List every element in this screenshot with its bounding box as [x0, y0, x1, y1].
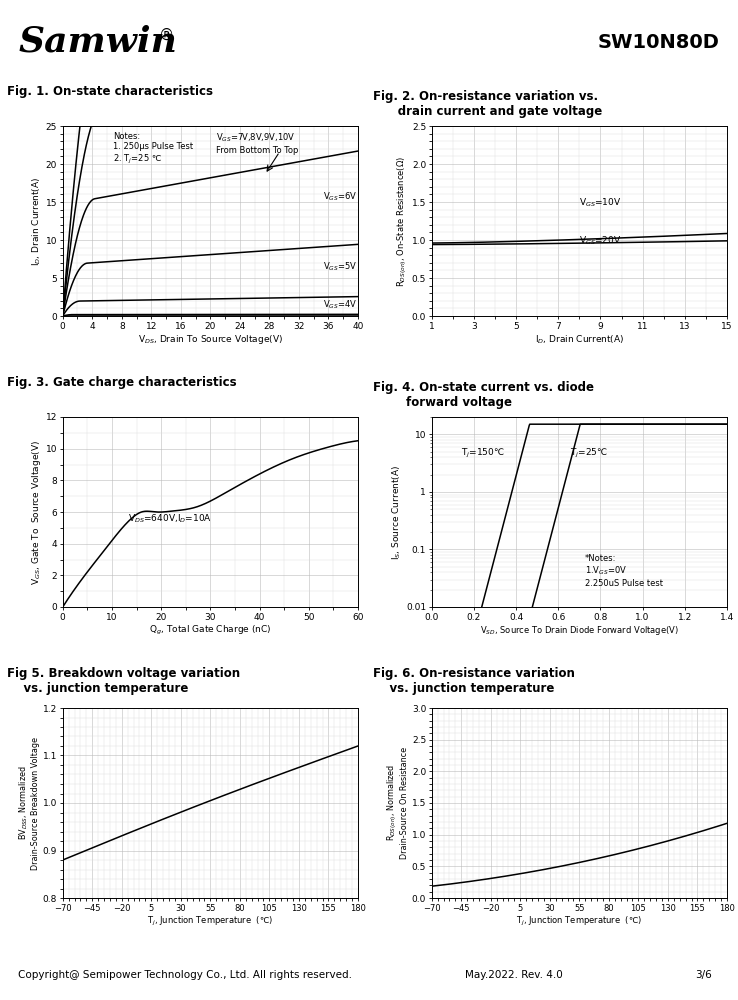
Text: Notes:
1. 250μs Pulse Test
2. T$_j$=25 ℃: Notes: 1. 250μs Pulse Test 2. T$_j$=25 ℃ [113, 132, 193, 166]
Y-axis label: R$_{DS(on)}$, On-State Resistance(Ω): R$_{DS(on)}$, On-State Resistance(Ω) [396, 155, 409, 287]
Text: SW10N80D: SW10N80D [598, 33, 720, 52]
Y-axis label: V$_{GS}$, Gate To  Source Voltage(V): V$_{GS}$, Gate To Source Voltage(V) [30, 439, 43, 585]
Text: V$_{GS}$=10V: V$_{GS}$=10V [579, 197, 622, 209]
X-axis label: Q$_g$, Total Gate Charge (nC): Q$_g$, Total Gate Charge (nC) [149, 624, 272, 637]
Text: *Notes:
1.V$_{GS}$=0V
2.250uS Pulse test: *Notes: 1.V$_{GS}$=0V 2.250uS Pulse test [585, 554, 663, 587]
Text: V$_{GS}$=20V: V$_{GS}$=20V [579, 235, 622, 247]
Text: 3/6: 3/6 [695, 970, 712, 980]
Text: V$_{GS}$=7V,8V,9V,10V
From Bottom To Top: V$_{GS}$=7V,8V,9V,10V From Bottom To Top [216, 132, 299, 155]
Text: V$_{GS}$=4V: V$_{GS}$=4V [323, 298, 357, 311]
X-axis label: T$_j$, Junction Temperature  (℃): T$_j$, Junction Temperature (℃) [517, 915, 642, 928]
Y-axis label: I$_S$, Source Current(A): I$_S$, Source Current(A) [391, 464, 403, 560]
X-axis label: V$_{DS}$, Drain To Source Voltage(V): V$_{DS}$, Drain To Source Voltage(V) [138, 333, 283, 346]
Text: Samwin: Samwin [18, 25, 177, 59]
Y-axis label: I$_D$, Drain Current(A): I$_D$, Drain Current(A) [30, 176, 43, 266]
X-axis label: T$_j$, Junction Temperature  (℃): T$_j$, Junction Temperature (℃) [148, 915, 273, 928]
Text: Fig. 4. On-state current vs. diode
        forward voltage: Fig. 4. On-state current vs. diode forwa… [373, 381, 593, 409]
Text: Fig. 1. On-state characteristics: Fig. 1. On-state characteristics [7, 85, 213, 98]
Text: T$_j$=150℃: T$_j$=150℃ [461, 446, 505, 460]
Text: V$_{DS}$=640V,I$_D$=10A: V$_{DS}$=640V,I$_D$=10A [128, 512, 212, 525]
Y-axis label: R$_{DS(on)}$, Normalized
Drain-Source On Resistance: R$_{DS(on)}$, Normalized Drain-Source On… [384, 747, 409, 859]
Y-axis label: BV$_{DSS}$, Normalized
Drain-Source Breakdown Voltage: BV$_{DSS}$, Normalized Drain-Source Brea… [17, 736, 40, 869]
Text: Fig. 6. On-resistance variation
    vs. junction temperature: Fig. 6. On-resistance variation vs. junc… [373, 667, 575, 695]
Text: Fig. 3. Gate charge characteristics: Fig. 3. Gate charge characteristics [7, 376, 237, 389]
Text: V$_{GS}$=5V: V$_{GS}$=5V [323, 260, 357, 273]
Text: Fig 5. Breakdown voltage variation
    vs. junction temperature: Fig 5. Breakdown voltage variation vs. j… [7, 667, 241, 695]
Text: Copyright@ Semipower Technology Co., Ltd. All rights reserved.: Copyright@ Semipower Technology Co., Ltd… [18, 970, 353, 980]
Text: ®: ® [159, 28, 174, 43]
Text: May.2022. Rev. 4.0: May.2022. Rev. 4.0 [465, 970, 562, 980]
Text: Fig. 2. On-resistance variation vs.
      drain current and gate voltage: Fig. 2. On-resistance variation vs. drai… [373, 90, 602, 118]
X-axis label: I$_D$, Drain Current(A): I$_D$, Drain Current(A) [534, 333, 624, 346]
Text: V$_{GS}$=6V: V$_{GS}$=6V [323, 190, 357, 203]
X-axis label: V$_{SD}$, Source To Drain Diode Forward Voltage(V): V$_{SD}$, Source To Drain Diode Forward … [480, 624, 679, 637]
Text: T$_j$=25℃: T$_j$=25℃ [570, 446, 609, 460]
